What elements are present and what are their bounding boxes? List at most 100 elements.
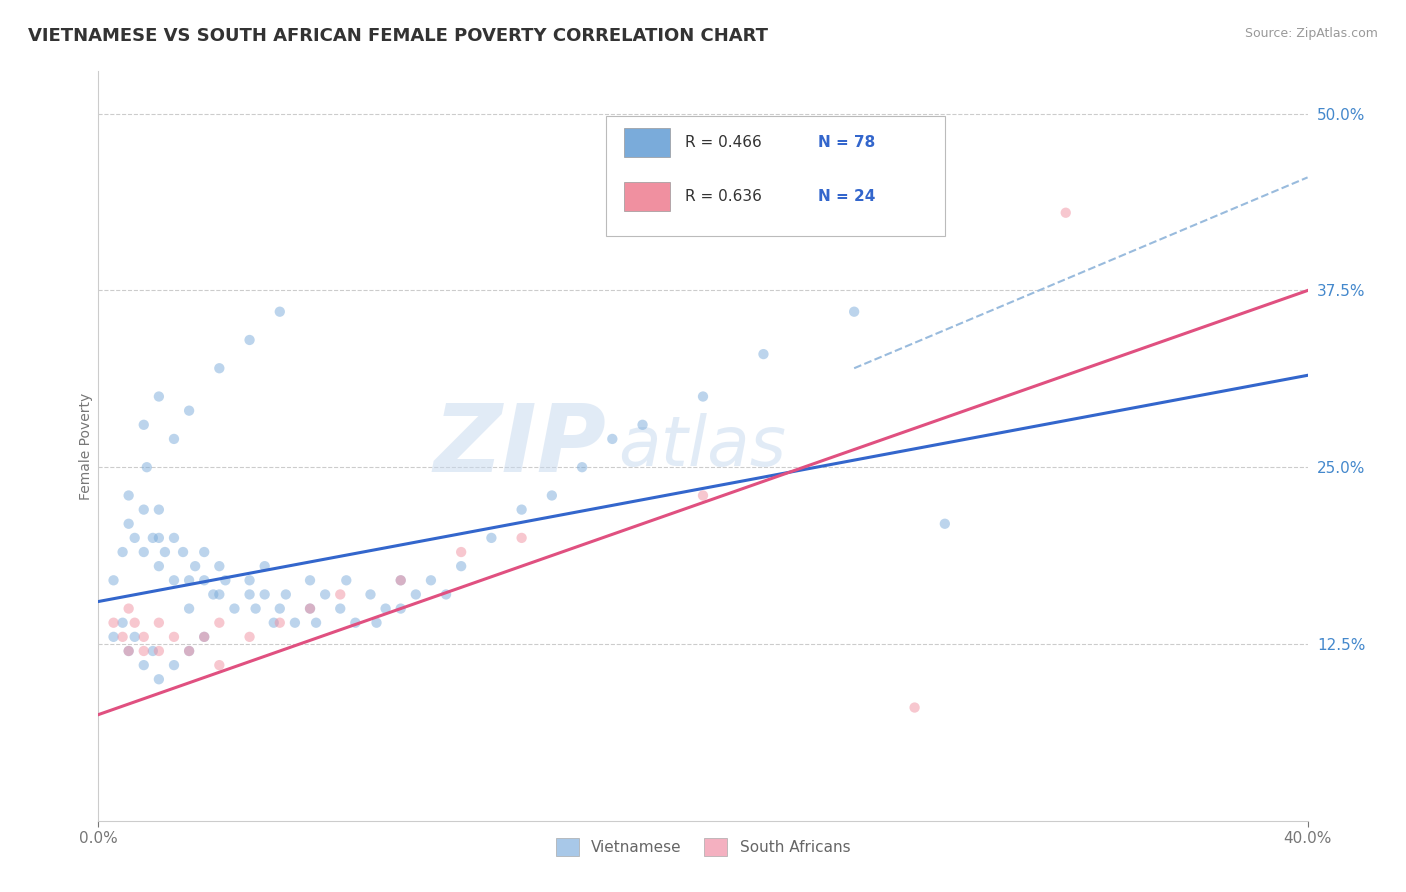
Point	[142, 531, 165, 545]
Point	[450, 559, 472, 574]
Point	[111, 615, 134, 630]
Point	[118, 601, 141, 615]
Point	[132, 417, 155, 432]
Point	[208, 559, 231, 574]
Point	[103, 615, 125, 630]
Point	[184, 559, 207, 574]
Point	[631, 417, 654, 432]
Point	[314, 587, 336, 601]
Y-axis label: Female Poverty: Female Poverty	[79, 392, 93, 500]
Point	[344, 615, 367, 630]
Point	[245, 601, 267, 615]
Point	[510, 531, 533, 545]
Point	[239, 630, 262, 644]
Point	[305, 615, 328, 630]
Point	[172, 545, 194, 559]
Point	[111, 630, 134, 644]
Point	[132, 545, 155, 559]
Point	[299, 601, 322, 615]
Point	[103, 630, 125, 644]
Point	[571, 460, 593, 475]
Point	[179, 644, 201, 658]
Point	[193, 630, 215, 644]
Text: R = 0.466: R = 0.466	[685, 135, 762, 150]
Point	[329, 587, 352, 601]
Point	[692, 390, 714, 404]
Point	[844, 304, 866, 318]
Point	[163, 630, 186, 644]
Point	[179, 574, 201, 588]
Point	[269, 304, 291, 318]
Text: VIETNAMESE VS SOUTH AFRICAN FEMALE POVERTY CORRELATION CHART: VIETNAMESE VS SOUTH AFRICAN FEMALE POVER…	[28, 27, 768, 45]
Point	[103, 574, 125, 588]
Legend: Vietnamese, South Africans: Vietnamese, South Africans	[550, 832, 856, 862]
Point	[148, 390, 170, 404]
Point	[269, 615, 291, 630]
Point	[118, 644, 141, 658]
Point	[374, 601, 396, 615]
Point	[193, 630, 215, 644]
Point	[193, 574, 215, 588]
Point	[163, 574, 186, 588]
Point	[752, 347, 775, 361]
Point	[124, 615, 146, 630]
Point	[420, 574, 443, 588]
Bar	[624, 182, 671, 211]
Point	[366, 615, 388, 630]
Point	[360, 587, 382, 601]
Point	[389, 574, 412, 588]
Bar	[624, 128, 671, 157]
Point	[132, 630, 155, 644]
Point	[148, 615, 170, 630]
Point	[124, 630, 146, 644]
Point	[224, 601, 246, 615]
Point	[179, 601, 201, 615]
Point	[135, 460, 157, 475]
Point	[299, 601, 322, 615]
Bar	[606, 116, 945, 236]
Text: N = 24: N = 24	[818, 189, 876, 204]
Point	[481, 531, 503, 545]
Point	[329, 601, 352, 615]
Point	[1054, 205, 1077, 219]
Point	[299, 574, 322, 588]
Point	[274, 587, 297, 601]
Point	[284, 615, 307, 630]
Point	[253, 587, 276, 601]
Point	[148, 502, 170, 516]
Point	[405, 587, 427, 601]
Point	[148, 559, 170, 574]
Point	[239, 333, 262, 347]
Point	[118, 644, 141, 658]
Point	[269, 601, 291, 615]
Point	[124, 531, 146, 545]
Point	[239, 587, 262, 601]
Point	[263, 615, 285, 630]
Point	[148, 673, 170, 687]
Point	[208, 615, 231, 630]
Text: R = 0.636: R = 0.636	[685, 189, 762, 204]
Point	[142, 644, 165, 658]
Point	[450, 545, 472, 559]
Point	[132, 644, 155, 658]
Text: Source: ZipAtlas.com: Source: ZipAtlas.com	[1244, 27, 1378, 40]
Point	[510, 502, 533, 516]
Point	[179, 403, 201, 417]
Point	[118, 488, 141, 502]
Point	[132, 502, 155, 516]
Point	[179, 644, 201, 658]
Point	[214, 574, 236, 588]
Point	[253, 559, 276, 574]
Point	[208, 361, 231, 376]
Point	[163, 531, 186, 545]
Point	[389, 574, 412, 588]
Point	[111, 545, 134, 559]
Text: N = 78: N = 78	[818, 135, 875, 150]
Text: atlas: atlas	[619, 412, 786, 480]
Point	[148, 531, 170, 545]
Point	[335, 574, 357, 588]
Point	[434, 587, 457, 601]
Point	[904, 700, 927, 714]
Point	[389, 601, 412, 615]
Point	[208, 587, 231, 601]
